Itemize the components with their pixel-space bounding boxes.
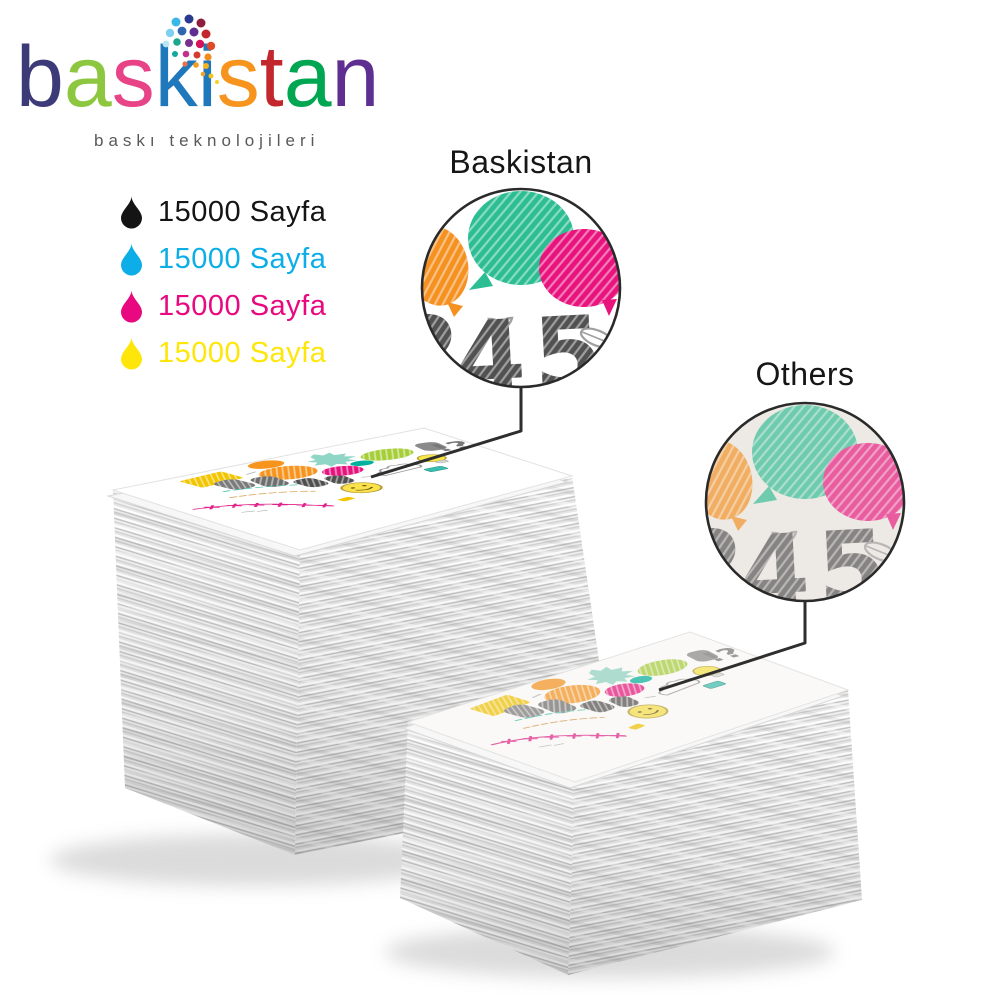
logo-letter: a — [283, 29, 332, 125]
logo-letter: s — [111, 29, 155, 125]
connector-line-others — [658, 601, 807, 692]
page-yield-list: 15000 Sayfa 15000 Sayfa 15000 Sayfa 1500… — [118, 189, 326, 377]
logo-letter: i — [197, 29, 217, 125]
connector-line-baskistan — [370, 388, 523, 479]
logo-tagline: baskı teknolojileri — [94, 131, 320, 150]
baskistan-label: Baskistan — [449, 144, 593, 180]
stack-shadow-left — [50, 834, 460, 886]
logo-letter: t — [259, 29, 284, 125]
magnifier-others — [704, 401, 906, 603]
logo-letter: b — [16, 29, 64, 125]
logo-letter: s — [216, 29, 260, 125]
yield-label-cyan: 15000 Sayfa — [158, 243, 327, 275]
logo-letter: k — [154, 29, 198, 125]
magnifier-baskistan — [420, 187, 622, 389]
yield-row-magenta: 15000 Sayfa — [118, 283, 326, 330]
yield-row-cyan: 15000 Sayfa — [118, 236, 326, 283]
ink-drop-yellow-icon — [121, 337, 142, 370]
logo-word: baskistan — [16, 34, 379, 120]
paper-stack-others — [400, 630, 862, 975]
yield-label-yellow: 15000 Sayfa — [158, 337, 327, 369]
logo-letter: n — [331, 29, 380, 125]
logo-letter: a — [63, 29, 112, 125]
top-sheet-others — [406, 631, 850, 783]
ink-drop-black-icon — [121, 196, 142, 229]
yield-label-black: 15000 Sayfa — [158, 196, 327, 228]
logo-dot-swoosh-icon — [162, 14, 219, 84]
others-label: Others — [755, 356, 855, 392]
ink-drop-cyan-icon — [121, 243, 142, 276]
yield-label-magenta: 15000 Sayfa — [158, 290, 327, 322]
yield-row-black: 15000 Sayfa — [118, 189, 326, 236]
ink-drop-magenta-icon — [121, 290, 142, 323]
yield-row-yellow: 15000 Sayfa — [118, 330, 326, 377]
